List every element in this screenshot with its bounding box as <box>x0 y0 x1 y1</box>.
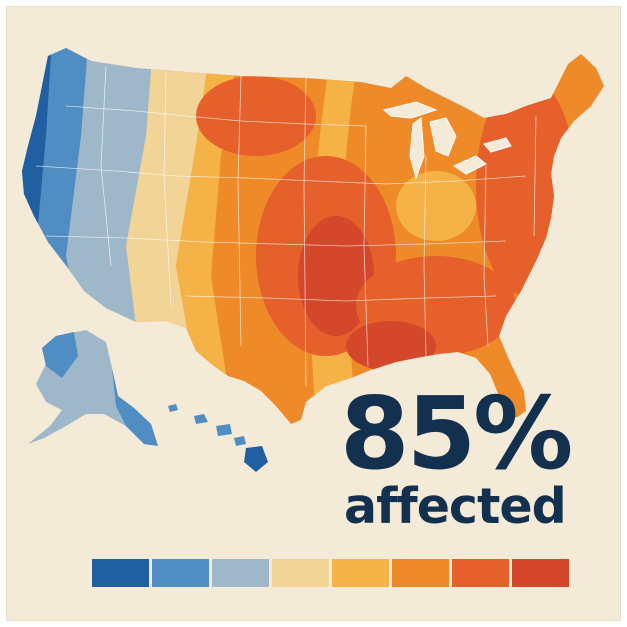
great-lakes <box>382 101 512 180</box>
us-choropleth-map <box>22 48 604 472</box>
stat-label: affected <box>344 478 567 535</box>
legend-swatch-4 <box>272 559 329 587</box>
color-legend <box>92 559 572 587</box>
legend-swatch-1 <box>92 559 149 587</box>
legend-swatch-5 <box>332 559 389 587</box>
hawaii <box>168 404 268 472</box>
map-card: 85% affected <box>6 6 621 621</box>
legend-swatch-6 <box>392 559 449 587</box>
legend-swatch-8 <box>512 559 569 587</box>
legend-swatch-7 <box>452 559 509 587</box>
alaska <box>28 330 158 446</box>
stat-percentage: 85% <box>340 375 573 492</box>
legend-swatch-2 <box>152 559 209 587</box>
state-borders <box>35 65 537 387</box>
legend-swatch-3 <box>212 559 269 587</box>
